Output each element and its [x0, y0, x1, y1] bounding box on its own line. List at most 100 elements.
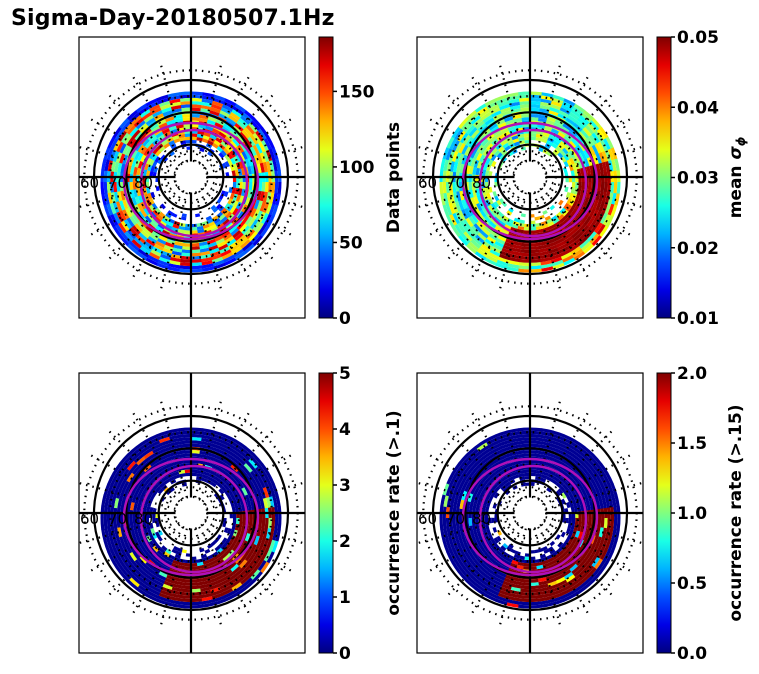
bin-cell	[491, 160, 497, 168]
bin-cell	[126, 472, 135, 483]
bin-cell	[205, 215, 212, 221]
bin-cell	[563, 471, 572, 480]
bin-cell	[123, 554, 132, 566]
bin-cell	[155, 225, 164, 233]
bin-cell	[449, 213, 458, 226]
bin-cell	[577, 531, 584, 540]
bin-cell	[234, 232, 244, 242]
bin-cell	[521, 114, 531, 118]
bin-cell	[453, 191, 459, 203]
bin-cell	[477, 232, 487, 241]
bin-cell	[486, 549, 494, 557]
bin-cell	[159, 589, 171, 597]
bin-cell	[232, 200, 239, 208]
bin-cell	[540, 477, 547, 483]
bin-cell	[180, 440, 192, 445]
bin-cell	[586, 136, 595, 147]
bin-cell	[458, 117, 469, 129]
bin-cell	[502, 478, 510, 485]
bin-cell	[520, 585, 530, 590]
bin-cell	[137, 210, 145, 220]
bin-cell	[131, 238, 142, 249]
bin-cell	[185, 139, 192, 144]
bin-cell	[455, 517, 460, 528]
bin-cell	[114, 527, 120, 539]
bin-cell	[558, 446, 570, 454]
bin-cell	[137, 531, 144, 539]
bin-cell	[459, 220, 469, 232]
bin-cell	[180, 97, 192, 102]
bin-cell	[529, 582, 539, 586]
bin-cell	[505, 557, 513, 563]
colorbar	[318, 36, 334, 319]
bin-cell	[595, 499, 601, 510]
bin-cell	[499, 439, 511, 447]
bin-cell	[529, 220, 536, 225]
bin-cell	[506, 266, 519, 272]
bin-cell	[131, 451, 142, 461]
bin-cell	[145, 225, 154, 234]
bin-cell	[141, 243, 153, 252]
bin-cell	[464, 146, 472, 156]
bin-cell	[595, 526, 601, 537]
bin-cell	[109, 149, 117, 162]
bin-cell	[129, 577, 140, 588]
bin-cell	[497, 235, 507, 242]
bin-cell	[582, 243, 594, 254]
bin-cell	[565, 540, 572, 548]
bin-cell	[472, 453, 483, 464]
bin-cell	[463, 458, 474, 469]
bin-cell	[248, 174, 253, 183]
bin-cell	[211, 439, 223, 447]
bin-cell	[510, 586, 521, 592]
bin-cell	[452, 517, 457, 529]
bin-cell	[465, 579, 477, 590]
bin-cell	[486, 192, 492, 200]
bin-cell	[484, 238, 495, 247]
bin-cell	[530, 91, 543, 96]
latitude-label-80: 80	[134, 510, 153, 528]
bin-cell	[559, 477, 567, 484]
bin-cell	[227, 198, 233, 205]
dotted-latitude-ring	[173, 159, 209, 195]
bin-cell	[498, 556, 506, 563]
bin-cell	[137, 480, 145, 489]
bin-cell	[538, 583, 549, 589]
bin-cell	[232, 163, 238, 171]
bin-cell	[262, 487, 270, 499]
bin-cell	[539, 257, 551, 263]
bin-cell	[506, 428, 519, 434]
bin-cell	[125, 482, 133, 492]
bin-cell	[125, 207, 133, 218]
auroral-oval-inner	[139, 464, 249, 574]
bin-cell	[470, 238, 481, 249]
bin-cell	[446, 472, 455, 485]
bin-cell	[463, 567, 473, 578]
bin-cell	[491, 517, 495, 524]
bin-cell	[229, 476, 238, 485]
bin-cell	[131, 574, 142, 585]
bin-cell	[199, 580, 209, 586]
bin-cell	[520, 246, 530, 250]
bin-cell	[546, 116, 557, 123]
bin-cell	[168, 125, 177, 132]
bin-cell	[191, 430, 203, 435]
bin-cell	[265, 192, 272, 204]
bin-cell	[221, 588, 233, 596]
bin-cell	[264, 518, 269, 529]
bin-cell	[202, 135, 210, 141]
bin-cell	[445, 148, 453, 161]
bin-cell	[537, 241, 547, 247]
colorbar-tick-label: 0.03	[677, 169, 719, 189]
bin-cell	[608, 192, 614, 205]
bin-cell	[573, 187, 579, 195]
latitude-label-80: 80	[472, 174, 491, 192]
bin-cell	[145, 517, 150, 524]
bin-cell	[551, 97, 564, 105]
bin-cell	[599, 225, 609, 238]
bin-cell	[167, 428, 180, 434]
bin-cell	[180, 594, 191, 599]
bin-cell	[161, 464, 171, 471]
bin-cell	[152, 209, 159, 217]
bin-cell	[568, 500, 574, 508]
